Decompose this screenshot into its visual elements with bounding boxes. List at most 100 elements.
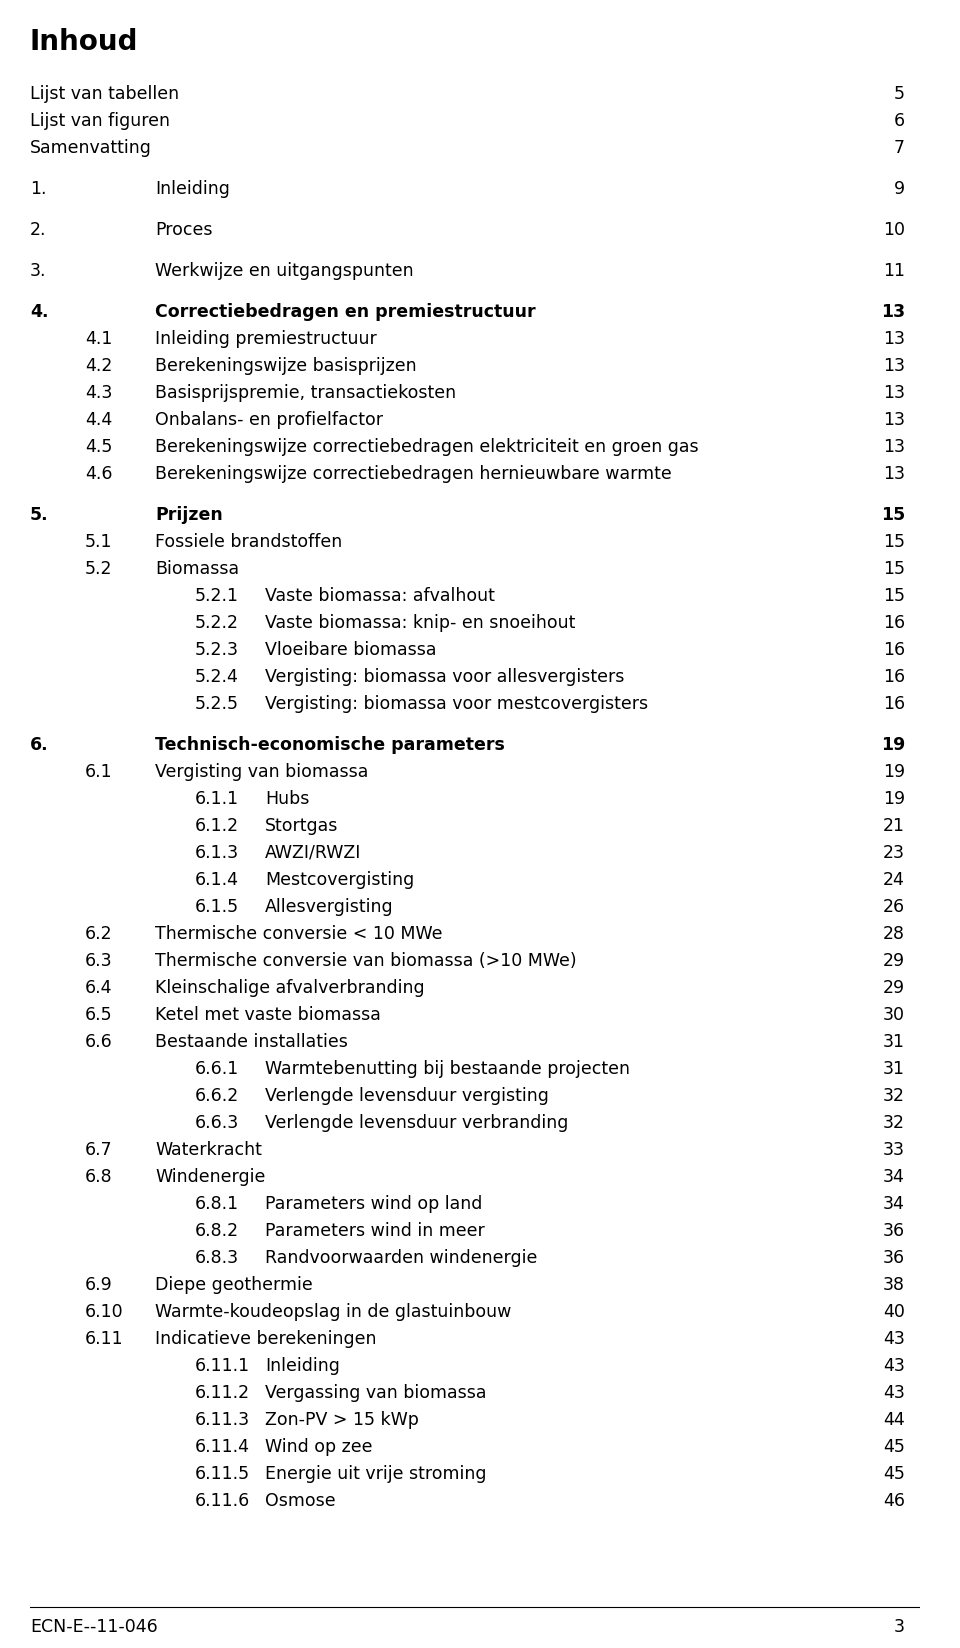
Text: 6.: 6. [30,735,49,753]
Text: Lijst van figuren: Lijst van figuren [30,112,170,130]
Text: 5.1: 5.1 [85,532,112,550]
Text: 13: 13 [883,384,905,402]
Text: 6.8.2: 6.8.2 [195,1221,239,1239]
Text: 5.2.1: 5.2.1 [195,587,239,605]
Text: Inhoud: Inhoud [30,28,138,56]
Text: 16: 16 [883,667,905,686]
Text: ECN-E--11-046: ECN-E--11-046 [30,1617,157,1635]
Text: 43: 43 [883,1330,905,1346]
Text: 6.9: 6.9 [85,1276,112,1294]
Text: 36: 36 [883,1221,905,1239]
Text: 34: 34 [883,1167,905,1185]
Text: 4.3: 4.3 [85,384,112,402]
Text: 5.2.4: 5.2.4 [195,667,239,686]
Text: 26: 26 [883,898,905,915]
Text: 6.6.3: 6.6.3 [195,1114,239,1131]
Text: Osmose: Osmose [265,1491,336,1510]
Text: 13: 13 [883,330,905,348]
Text: Proces: Proces [155,221,212,239]
Text: 6.4: 6.4 [85,979,112,997]
Text: 6.8: 6.8 [85,1167,112,1185]
Text: Inleiding: Inleiding [265,1356,340,1374]
Text: Zon-PV > 15 kWp: Zon-PV > 15 kWp [265,1411,419,1429]
Text: 6.11.2: 6.11.2 [195,1383,251,1401]
Text: 13: 13 [881,303,905,321]
Text: 5.2: 5.2 [85,560,112,578]
Text: 6.1.2: 6.1.2 [195,816,239,834]
Text: 23: 23 [883,844,905,862]
Text: Vaste biomassa: afvalhout: Vaste biomassa: afvalhout [265,587,494,605]
Text: 21: 21 [883,816,905,834]
Text: Hubs: Hubs [265,789,309,808]
Text: 4.6: 4.6 [85,465,112,483]
Text: AWZI/RWZI: AWZI/RWZI [265,844,361,862]
Text: 6.3: 6.3 [85,951,112,969]
Text: 6.1: 6.1 [85,763,112,781]
Text: Diepe geothermie: Diepe geothermie [155,1276,313,1294]
Text: 33: 33 [883,1140,905,1159]
Text: 4.5: 4.5 [85,438,112,456]
Text: 29: 29 [883,979,905,997]
Text: 32: 32 [883,1086,905,1104]
Text: Randvoorwaarden windenergie: Randvoorwaarden windenergie [265,1248,538,1266]
Text: 13: 13 [883,356,905,374]
Text: 19: 19 [883,789,905,808]
Text: 44: 44 [883,1411,905,1429]
Text: 24: 24 [883,870,905,888]
Text: 6.5: 6.5 [85,1005,112,1023]
Text: 15: 15 [883,560,905,578]
Text: Warmtebenutting bij bestaande projecten: Warmtebenutting bij bestaande projecten [265,1060,630,1078]
Text: Warmte-koudeopslag in de glastuinbouw: Warmte-koudeopslag in de glastuinbouw [155,1302,512,1320]
Text: 45: 45 [883,1437,905,1455]
Text: 13: 13 [883,465,905,483]
Text: 6.11.4: 6.11.4 [195,1437,250,1455]
Text: 6.6.2: 6.6.2 [195,1086,239,1104]
Text: 6.1.1: 6.1.1 [195,789,239,808]
Text: Thermische conversie van biomassa (>10 MWe): Thermische conversie van biomassa (>10 M… [155,951,577,969]
Text: Wind op zee: Wind op zee [265,1437,372,1455]
Text: 30: 30 [883,1005,905,1023]
Text: 31: 31 [883,1032,905,1050]
Text: Vaste biomassa: knip- en snoeihout: Vaste biomassa: knip- en snoeihout [265,613,575,631]
Text: Inleiding: Inleiding [155,180,229,198]
Text: 6.11.3: 6.11.3 [195,1411,251,1429]
Text: Windenergie: Windenergie [155,1167,265,1185]
Text: Vloeibare biomassa: Vloeibare biomassa [265,641,437,659]
Text: 15: 15 [880,506,905,524]
Text: 46: 46 [883,1491,905,1510]
Text: Thermische conversie < 10 MWe: Thermische conversie < 10 MWe [155,925,443,943]
Text: 43: 43 [883,1356,905,1374]
Text: Waterkracht: Waterkracht [155,1140,262,1159]
Text: 36: 36 [883,1248,905,1266]
Text: Berekeningswijze correctiebedragen elektriciteit en groen gas: Berekeningswijze correctiebedragen elekt… [155,438,699,456]
Text: 4.4: 4.4 [85,410,112,428]
Text: 5.: 5. [30,506,49,524]
Text: Berekeningswijze basisprijzen: Berekeningswijze basisprijzen [155,356,417,374]
Text: Vergassing van biomassa: Vergassing van biomassa [265,1383,487,1401]
Text: 45: 45 [883,1463,905,1482]
Text: Verlengde levensduur verbranding: Verlengde levensduur verbranding [265,1114,568,1131]
Text: Basisprijspremie, transactiekosten: Basisprijspremie, transactiekosten [155,384,456,402]
Text: 6.1.3: 6.1.3 [195,844,239,862]
Text: 6.11.6: 6.11.6 [195,1491,251,1510]
Text: 6.6.1: 6.6.1 [195,1060,239,1078]
Text: 6.11: 6.11 [85,1330,124,1346]
Text: 19: 19 [883,763,905,781]
Text: Energie uit vrije stroming: Energie uit vrije stroming [265,1463,487,1482]
Text: Vergisting: biomassa voor allesvergisters: Vergisting: biomassa voor allesvergister… [265,667,624,686]
Text: 6.11.1: 6.11.1 [195,1356,251,1374]
Text: 43: 43 [883,1383,905,1401]
Text: 6.8.3: 6.8.3 [195,1248,239,1266]
Text: Vergisting van biomassa: Vergisting van biomassa [155,763,369,781]
Text: Ketel met vaste biomassa: Ketel met vaste biomassa [155,1005,381,1023]
Text: 6.7: 6.7 [85,1140,112,1159]
Text: Werkwijze en uitgangspunten: Werkwijze en uitgangspunten [155,262,414,280]
Text: 6: 6 [894,112,905,130]
Text: Prijzen: Prijzen [155,506,223,524]
Text: 16: 16 [883,694,905,712]
Text: Correctiebedragen en premiestructuur: Correctiebedragen en premiestructuur [155,303,536,321]
Text: 5.2.3: 5.2.3 [195,641,239,659]
Text: 31: 31 [883,1060,905,1078]
Text: 9: 9 [894,180,905,198]
Text: Onbalans- en profielfactor: Onbalans- en profielfactor [155,410,383,428]
